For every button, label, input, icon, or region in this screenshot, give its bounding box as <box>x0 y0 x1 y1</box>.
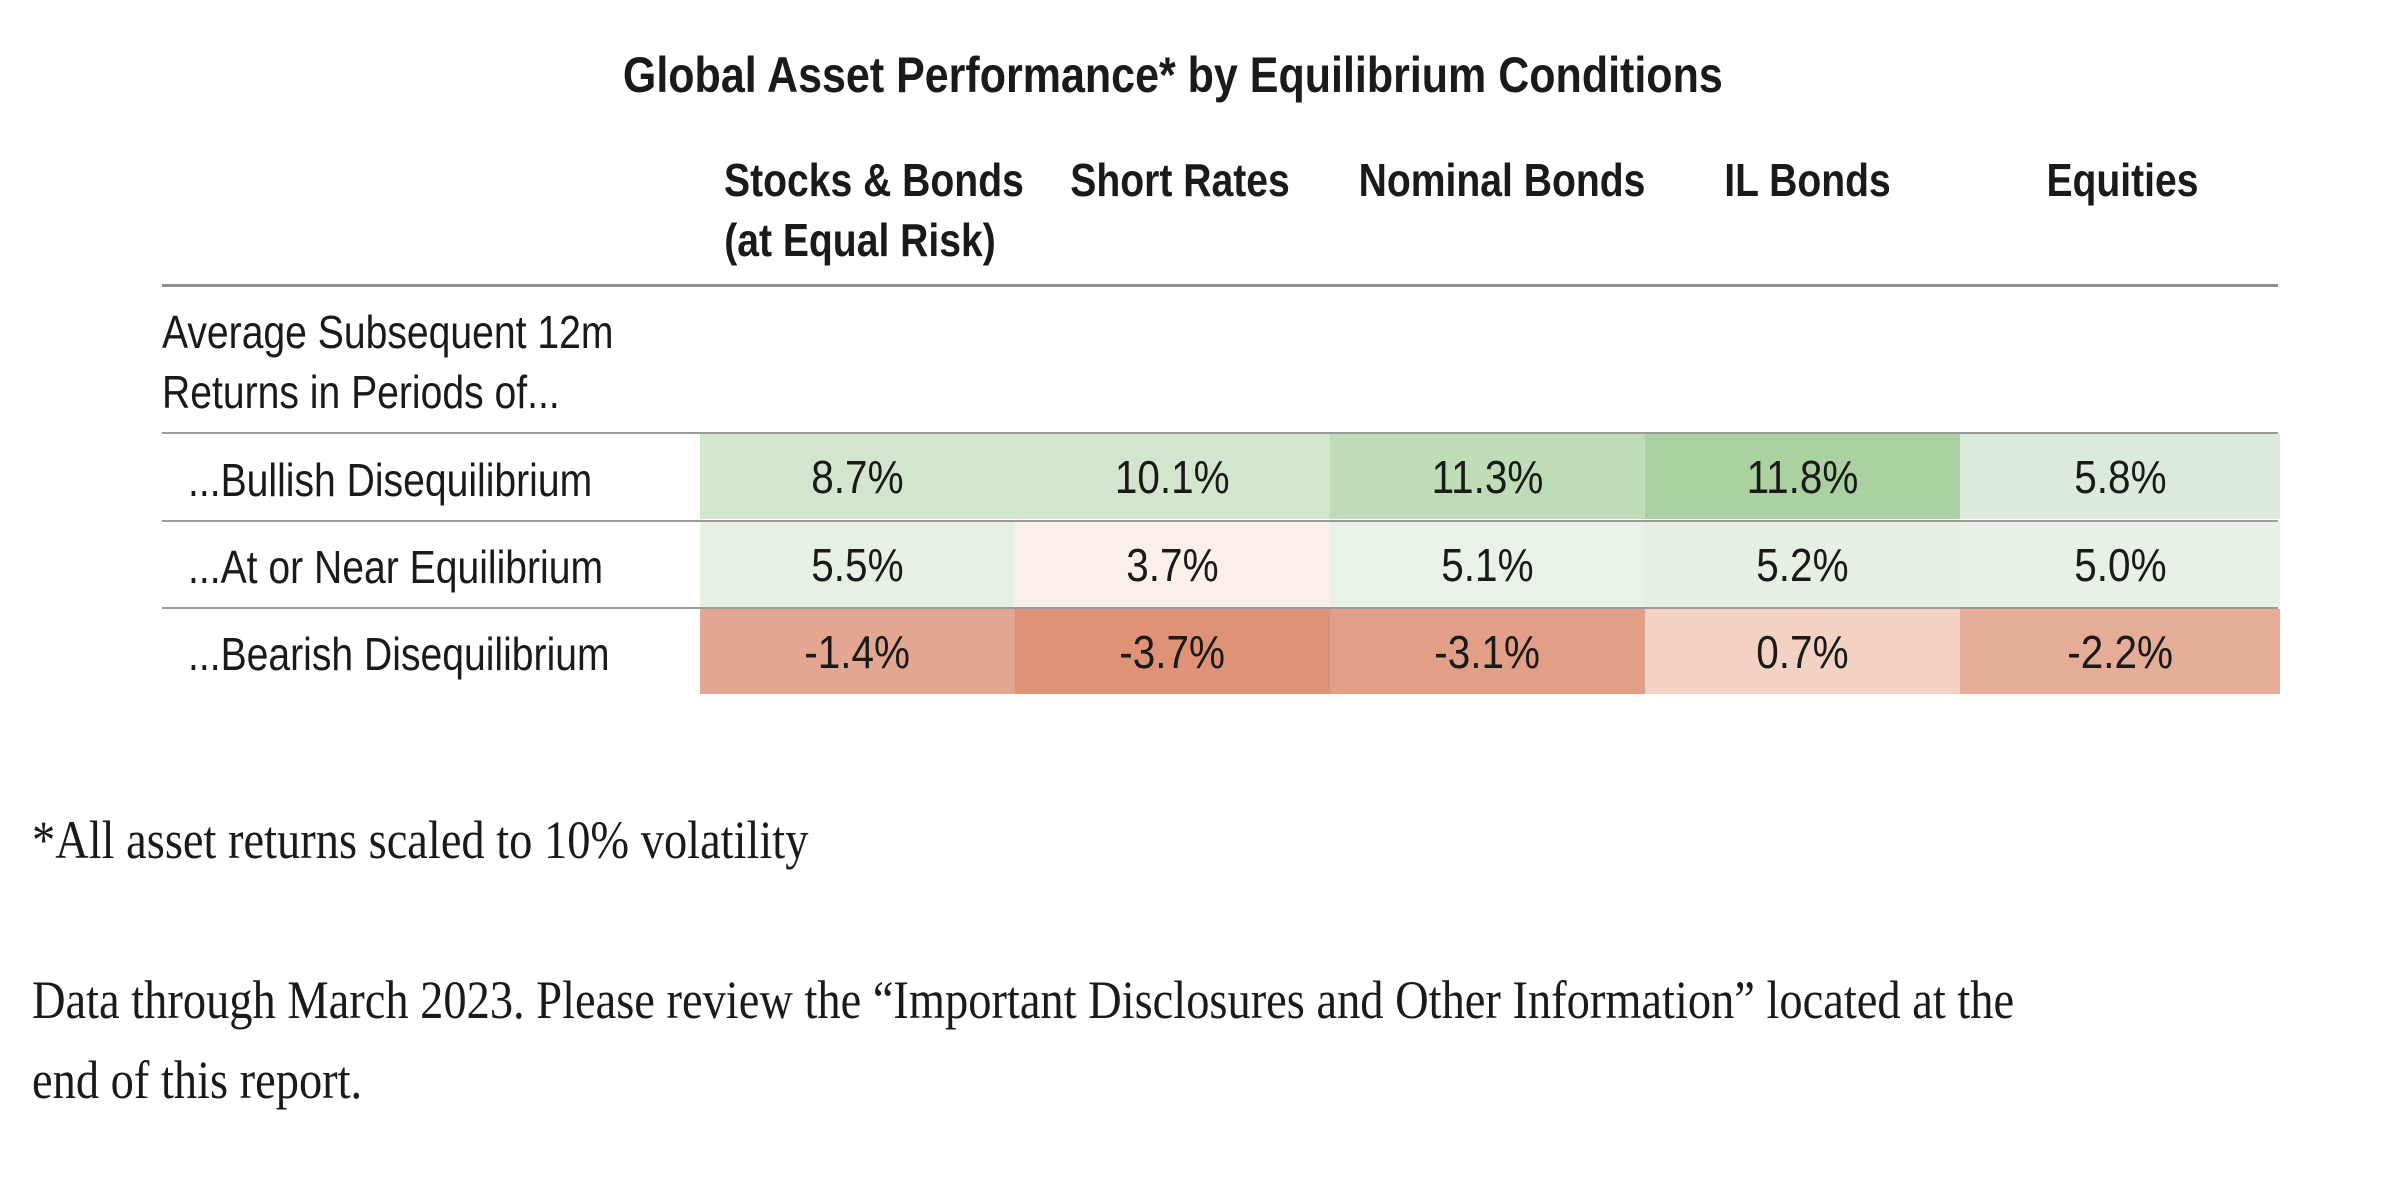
cell-at-or-near-il-bonds: 5.2% <box>1645 522 1960 607</box>
source-note: Data through March 2023. Please review t… <box>32 970 2015 1110</box>
row-divider-top <box>162 432 2278 434</box>
cell-value: 11.8% <box>1746 450 1859 503</box>
column-header-nominal-bonds: Nominal Bonds <box>1358 154 1646 206</box>
cell-bullish-short-rates: 10.1% <box>1015 434 1330 519</box>
column-header-short-rates: Short Rates <box>1070 154 1290 206</box>
cell-value: -3.7% <box>1119 625 1226 678</box>
row-divider <box>162 520 2278 522</box>
cell-value: 5.2% <box>1756 538 1849 591</box>
column-header-equities: Equities <box>2046 154 2199 206</box>
row-divider <box>162 607 2278 609</box>
cell-value: 5.5% <box>811 538 904 591</box>
cell-value: 5.8% <box>2073 450 2167 503</box>
cell-bearish-nominal-bonds: -3.1% <box>1330 609 1645 694</box>
row-label-bullish: ...Bullish Disequilibrium <box>188 454 593 506</box>
cell-value: 11.3% <box>1431 450 1544 503</box>
column-header-il-bonds: IL Bonds <box>1724 154 1891 206</box>
cell-bullish-nominal-bonds: 11.3% <box>1330 434 1645 519</box>
cell-value: -1.4% <box>804 625 911 678</box>
row-header-label: Average Subsequent 12m Returns in Period… <box>162 306 614 418</box>
cell-at-or-near-short-rates: 3.7% <box>1015 522 1330 607</box>
cell-value: 5.1% <box>1441 538 1534 591</box>
cell-bearish-short-rates: -3.7% <box>1015 609 1330 694</box>
cell-value: 0.7% <box>1756 625 1849 678</box>
cell-value: 10.1% <box>1115 450 1230 503</box>
cell-value: 3.7% <box>1126 538 1219 591</box>
row-label-bearish: ...Bearish Disequilibrium <box>188 628 610 680</box>
cell-bullish-stocks-bonds: 8.7% <box>700 434 1015 519</box>
cell-value: -3.1% <box>1434 625 1541 678</box>
cell-bearish-equities: -2.2% <box>1960 609 2280 694</box>
row-label-at-or-near: ...At or Near Equilibrium <box>188 541 604 593</box>
cell-value: 5.0% <box>2073 538 2167 591</box>
cell-value: -2.2% <box>2067 625 2173 678</box>
cell-bearish-stocks-bonds: -1.4% <box>700 609 1015 694</box>
cell-value: 8.7% <box>811 450 904 503</box>
cell-bullish-equities: 5.8% <box>1960 434 2280 519</box>
header-divider <box>162 284 2278 287</box>
cell-bearish-il-bonds: 0.7% <box>1645 609 1960 694</box>
cell-bullish-il-bonds: 11.8% <box>1645 434 1960 519</box>
cell-at-or-near-equities: 5.0% <box>1960 522 2280 607</box>
cell-at-or-near-nominal-bonds: 5.1% <box>1330 522 1645 607</box>
cell-at-or-near-stocks-bonds: 5.5% <box>700 522 1015 607</box>
column-header-stocks-bonds: Stocks & Bonds (at Equal Risk) <box>724 154 1024 266</box>
footnote: *All asset returns scaled to 10% volatil… <box>32 810 809 870</box>
